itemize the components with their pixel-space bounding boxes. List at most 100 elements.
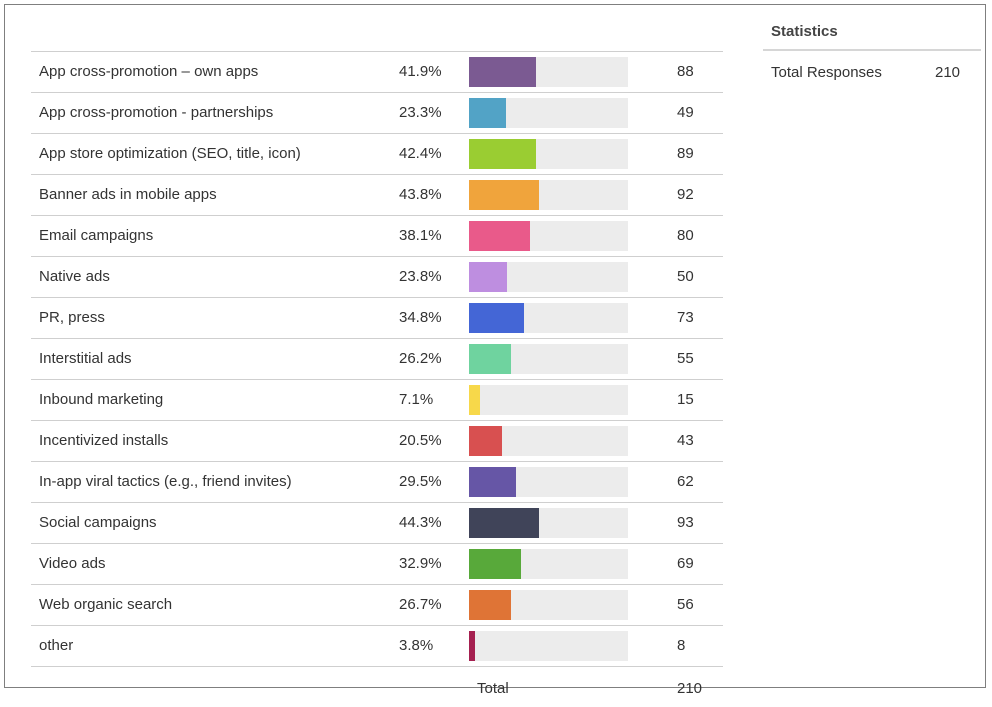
bar (469, 508, 539, 538)
percent-label: 32.9% (399, 555, 442, 572)
percent-label: 20.5% (399, 432, 442, 449)
bar (469, 467, 516, 497)
bar-track (469, 303, 628, 333)
category-label: Social campaigns (39, 514, 157, 531)
percent-label: 41.9% (399, 63, 442, 80)
bar-track (469, 631, 628, 661)
percent-label: 44.3% (399, 514, 442, 531)
category-label: Native ads (39, 268, 110, 285)
bar (469, 385, 480, 415)
bar-track (469, 221, 628, 251)
bar-track (469, 426, 628, 456)
percent-label: 26.7% (399, 596, 442, 613)
count-label: 73 (677, 309, 694, 326)
bar-track (469, 180, 628, 210)
table-row: Incentivized installs 20.5% 43 (31, 421, 723, 462)
bar-track (469, 549, 628, 579)
bar (469, 221, 530, 251)
count-label: 92 (677, 186, 694, 203)
count-label: 93 (677, 514, 694, 531)
total-row: Total 210 (31, 667, 723, 707)
category-label: Incentivized installs (39, 432, 169, 449)
category-label: Web organic search (39, 596, 173, 613)
table-row: Web organic search 26.7% 56 (31, 585, 723, 626)
count-label: 89 (677, 145, 694, 162)
category-label: App cross-promotion – own apps (39, 63, 259, 80)
table-row: Native ads 23.8% 50 (31, 257, 723, 298)
percent-label: 29.5% (399, 473, 442, 490)
bar (469, 344, 511, 374)
percent-label: 23.3% (399, 104, 442, 121)
table-row: PR, press 34.8% 73 (31, 298, 723, 339)
bar (469, 303, 524, 333)
bar (469, 549, 521, 579)
table-row: In-app viral tactics (e.g., friend invit… (31, 462, 723, 503)
table-top-divider (31, 51, 723, 52)
bar-track (469, 467, 628, 497)
count-label: 80 (677, 227, 694, 244)
statistics-divider (763, 49, 981, 51)
bar-track (469, 508, 628, 538)
table-row: Video ads 32.9% 69 (31, 544, 723, 585)
category-label: App cross-promotion - partnerships (39, 104, 274, 121)
table-row: other 3.8% 8 (31, 626, 723, 667)
bar-track (469, 139, 628, 169)
table-row: Interstitial ads 26.2% 55 (31, 339, 723, 380)
percent-label: 3.8% (399, 637, 434, 654)
table-row: Banner ads in mobile apps 43.8% 92 (31, 175, 723, 216)
table-row: Inbound marketing 7.1% 15 (31, 380, 723, 421)
count-label: 49 (677, 104, 694, 121)
bar (469, 426, 502, 456)
count-label: 15 (677, 391, 694, 408)
count-label: 50 (677, 268, 694, 285)
bar (469, 57, 536, 87)
percent-label: 43.8% (399, 186, 442, 203)
bar (469, 631, 475, 661)
bar-track (469, 590, 628, 620)
results-table: App cross-promotion – own apps 41.9% 88 App… (31, 51, 723, 707)
total-responses-value: 210 (935, 64, 961, 81)
count-label: 55 (677, 350, 694, 367)
category-label: Interstitial ads (39, 350, 132, 367)
percent-label: 42.4% (399, 145, 442, 162)
bar (469, 98, 506, 128)
percent-label: 26.2% (399, 350, 442, 367)
total-value: 210 (677, 680, 703, 697)
category-label: other (39, 637, 74, 654)
category-label: Banner ads in mobile apps (39, 186, 217, 203)
category-label: Email campaigns (39, 227, 154, 244)
category-label: In-app viral tactics (e.g., friend invit… (39, 473, 292, 490)
table-row: App cross-promotion – own apps 41.9% 88 (31, 52, 723, 93)
count-label: 56 (677, 596, 694, 613)
table-row: Social campaigns 44.3% 93 (31, 503, 723, 544)
category-label: PR, press (39, 309, 105, 326)
count-label: 43 (677, 432, 694, 449)
percent-label: 34.8% (399, 309, 442, 326)
category-label: App store optimization (SEO, title, icon… (39, 145, 301, 162)
count-label: 8 (677, 637, 686, 654)
bar-track (469, 262, 628, 292)
bar (469, 139, 536, 169)
count-label: 62 (677, 473, 694, 490)
category-label: Video ads (39, 555, 106, 572)
category-label: Inbound marketing (39, 391, 164, 408)
bar-track (469, 385, 628, 415)
bar-track (469, 57, 628, 87)
bar-track (469, 98, 628, 128)
count-label: 69 (677, 555, 694, 572)
total-responses-label: Total Responses (771, 64, 882, 81)
table-row: Email campaigns 38.1% 80 (31, 216, 723, 257)
results-panel: App cross-promotion – own apps 41.9% 88 App… (4, 4, 986, 697)
percent-label: 23.8% (399, 268, 442, 285)
bar-track (469, 344, 628, 374)
count-label: 88 (677, 63, 694, 80)
percent-label: 7.1% (399, 391, 434, 408)
bar (469, 262, 507, 292)
statistics-title: Statistics (771, 23, 838, 40)
bar (469, 180, 539, 210)
total-label: Total (477, 680, 509, 697)
table-row: App cross-promotion - partnerships 23.3% 4… (31, 93, 723, 134)
table-row: App store optimization (SEO, title, icon… (31, 134, 723, 175)
bar (469, 590, 511, 620)
percent-label: 38.1% (399, 227, 442, 244)
